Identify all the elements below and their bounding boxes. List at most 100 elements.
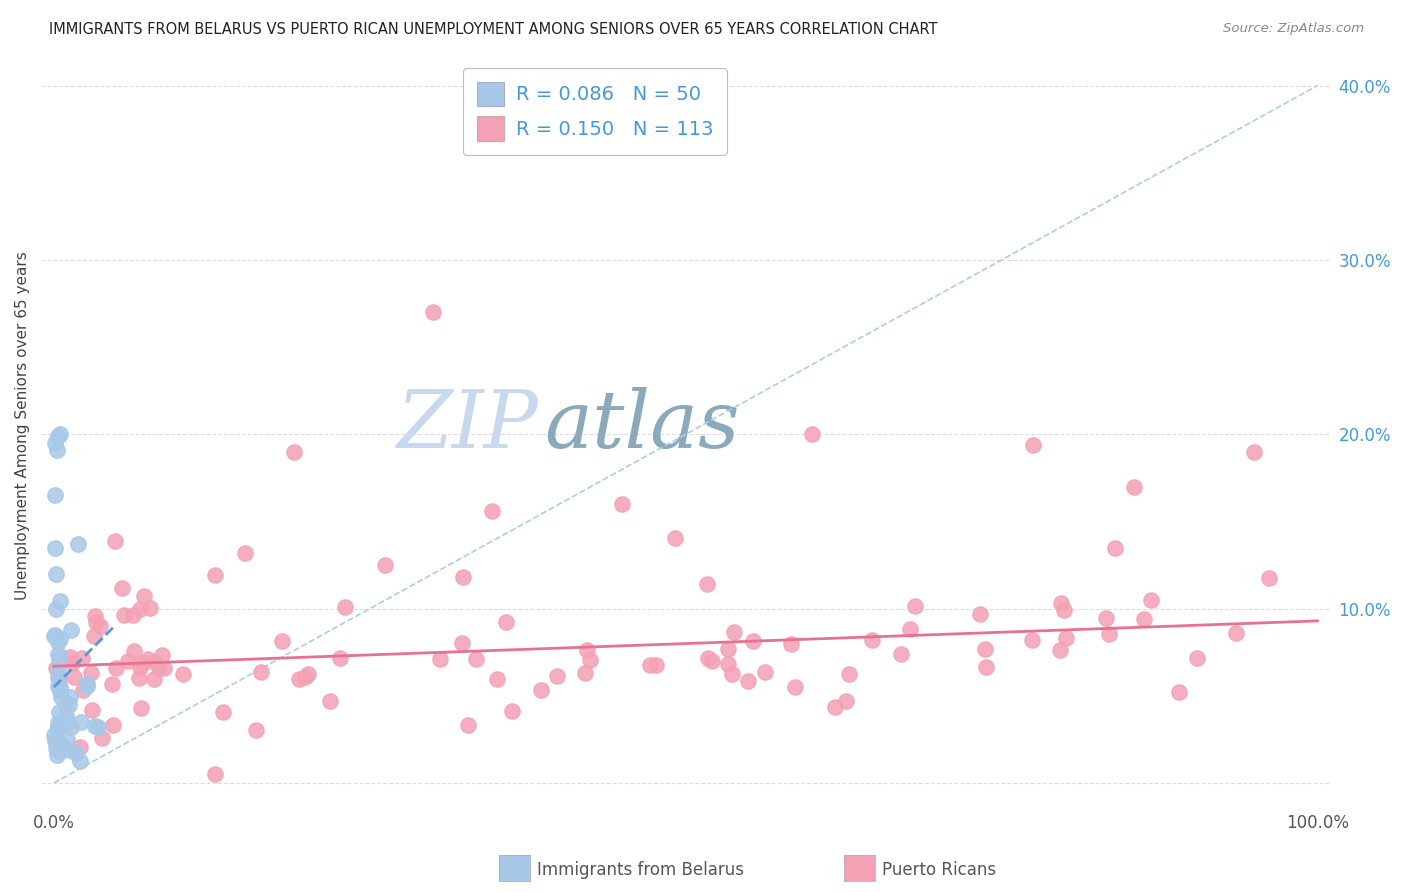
Point — [904, 599, 927, 614]
Point — [49, 632, 72, 646]
Y-axis label: Unemployment Among Seniors over 65 years: Unemployment Among Seniors over 65 years — [15, 252, 30, 600]
Point — [91, 731, 114, 746]
Point — [143, 655, 166, 669]
Point — [55, 709, 77, 723]
Point — [465, 651, 488, 665]
Point — [697, 651, 720, 665]
Point — [49, 744, 72, 758]
Point — [89, 618, 111, 632]
Point — [76, 679, 98, 693]
Point — [45, 661, 67, 675]
Point — [1095, 611, 1118, 625]
Point — [974, 641, 997, 656]
Point — [297, 666, 319, 681]
Point — [112, 608, 135, 623]
Point — [46, 670, 69, 684]
Point — [84, 719, 107, 733]
Point — [835, 694, 858, 708]
Point — [48, 429, 70, 443]
Point — [49, 736, 72, 750]
Point — [111, 581, 134, 595]
Point — [1049, 596, 1071, 610]
Point — [150, 648, 173, 663]
Point — [287, 672, 309, 686]
Point — [101, 718, 124, 732]
Point — [136, 652, 159, 666]
Point — [59, 690, 82, 704]
Point — [129, 601, 152, 615]
Point — [153, 661, 176, 675]
Point — [60, 657, 83, 671]
Point — [129, 659, 152, 673]
Point — [104, 661, 127, 675]
Point — [204, 568, 226, 582]
Point — [44, 436, 66, 450]
Point — [48, 634, 70, 648]
Point — [58, 649, 80, 664]
Point — [46, 720, 69, 734]
Point — [574, 666, 596, 681]
Point — [579, 653, 602, 667]
Point — [530, 683, 553, 698]
Point — [451, 570, 474, 584]
Point — [83, 629, 105, 643]
Point — [481, 504, 503, 518]
Point — [486, 672, 509, 686]
Point — [172, 666, 194, 681]
Point — [139, 600, 162, 615]
Point — [122, 644, 145, 658]
Point — [79, 666, 101, 681]
Point — [63, 670, 86, 684]
Point — [700, 654, 723, 668]
Point — [898, 622, 921, 636]
Point — [319, 694, 342, 708]
Point — [1052, 603, 1074, 617]
Point — [67, 537, 90, 551]
Point — [87, 721, 110, 735]
Point — [59, 743, 82, 757]
Point — [44, 488, 66, 502]
Point — [80, 702, 103, 716]
Text: Immigrants from Belarus: Immigrants from Belarus — [537, 861, 744, 879]
Point — [58, 698, 80, 713]
Point — [48, 705, 70, 719]
Point — [45, 566, 67, 581]
Point — [45, 443, 67, 458]
Point — [44, 733, 66, 747]
Point — [457, 718, 479, 732]
Point — [204, 767, 226, 781]
Point — [70, 714, 93, 729]
Point — [1139, 592, 1161, 607]
Point — [783, 680, 806, 694]
Point — [46, 716, 69, 731]
Point — [101, 677, 124, 691]
Point — [1049, 642, 1071, 657]
Point — [49, 427, 72, 442]
Point — [142, 673, 165, 687]
Point — [46, 719, 69, 733]
Point — [131, 701, 153, 715]
Point — [76, 676, 98, 690]
Point — [69, 740, 91, 755]
Point — [501, 704, 523, 718]
Point — [44, 629, 66, 643]
Point — [104, 534, 127, 549]
Point — [44, 628, 66, 642]
Point — [1098, 627, 1121, 641]
Point — [1123, 480, 1146, 494]
Point — [696, 577, 718, 591]
Point — [49, 680, 72, 694]
Point — [72, 682, 94, 697]
Point — [148, 661, 170, 675]
Point — [117, 655, 139, 669]
Point — [860, 633, 883, 648]
Point — [46, 738, 69, 752]
Point — [45, 741, 67, 756]
Point — [1104, 541, 1126, 555]
Point — [1225, 625, 1247, 640]
Point — [46, 647, 69, 661]
Point — [211, 705, 233, 719]
Point — [294, 670, 316, 684]
Point — [612, 497, 634, 511]
Point — [450, 636, 472, 650]
